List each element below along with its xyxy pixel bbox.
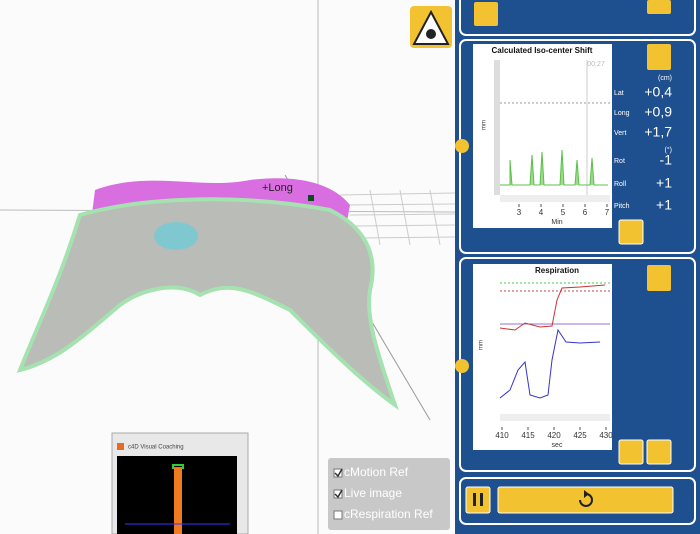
readout-value: +1,7 — [644, 124, 672, 140]
lungs-button[interactable] — [647, 265, 671, 291]
scale-strip — [494, 60, 500, 195]
warning-icon[interactable] — [410, 6, 452, 48]
x-tick-label: 430 — [599, 431, 613, 440]
checkbox-check — [334, 489, 343, 499]
scrollbar — [500, 414, 610, 421]
up-button[interactable] — [647, 0, 671, 14]
pause-button[interactable] — [465, 486, 491, 514]
shift-trace — [500, 149, 608, 186]
x-tick-label: 425 — [573, 431, 587, 440]
patient-button[interactable] — [647, 44, 671, 70]
camera-button[interactable] — [618, 439, 644, 465]
unit-label: (°) — [665, 146, 672, 154]
readout-value: +1 — [656, 175, 672, 191]
sound-button[interactable] — [646, 439, 672, 465]
checkbox-check — [334, 468, 343, 478]
collapse-button[interactable] — [455, 139, 469, 153]
x-tick-label: 410 — [495, 431, 509, 440]
app-icon — [117, 443, 124, 450]
respiration-title: Respiration — [535, 266, 579, 275]
readout-value: -1 — [660, 152, 673, 168]
unit-label: (cm) — [658, 75, 672, 82]
y-axis-label: mm — [479, 340, 485, 350]
option-label: cRespiration Ref — [344, 507, 433, 521]
camera-button[interactable] — [474, 2, 498, 26]
x-tick-label: 415 — [521, 431, 535, 440]
readout-label: Long — [614, 110, 630, 117]
floor-grid — [339, 189, 456, 246]
option-label: Live image — [344, 486, 402, 500]
checkbox-box — [333, 510, 343, 520]
checkbox[interactable] — [333, 468, 343, 478]
readout-label: Roll — [614, 181, 627, 188]
timer: 00:27 — [587, 61, 605, 68]
readout-label: Vert — [614, 130, 627, 137]
control-section — [459, 477, 696, 525]
x-tick-label: 420 — [547, 431, 561, 440]
x-tick-label: 3 — [517, 208, 522, 217]
coaching-title: c4D Visual Coaching — [128, 445, 184, 451]
annotation: +Long — [262, 182, 293, 194]
scrollbar — [500, 195, 610, 202]
option-label: cMotion Ref — [344, 465, 409, 479]
x-tick-label: 6 — [583, 208, 588, 217]
readout-value: +1 — [656, 197, 672, 213]
reset-button[interactable] — [497, 486, 674, 514]
warning-button[interactable] — [618, 219, 644, 245]
y-axis-label: mm — [482, 120, 488, 130]
surface-point — [308, 195, 314, 201]
x-axis-label: Min — [551, 219, 562, 226]
x-axis-label: sec — [552, 442, 563, 449]
coaching-level — [174, 468, 182, 534]
readout-label: Rot — [614, 158, 625, 165]
checkbox[interactable] — [333, 489, 343, 499]
respiration-card — [473, 264, 612, 450]
readout-label: Pitch — [614, 203, 630, 210]
x-tick-label: 4 — [539, 208, 544, 217]
x-tick-label: 7 — [605, 208, 610, 217]
collapse-button[interactable] — [455, 359, 469, 373]
readout-label: Lat — [614, 90, 624, 97]
x-tick-label: 5 — [561, 208, 566, 217]
respiration-trace-red — [499, 284, 606, 331]
top-section — [459, 0, 696, 36]
readout-value: +0,9 — [644, 104, 672, 120]
iso-title: Calculated Iso-center Shift — [492, 46, 593, 55]
checkbox[interactable] — [333, 510, 343, 520]
readout-value: +0,4 — [644, 84, 672, 100]
surface-marker — [154, 222, 198, 250]
respiration-trace-blue — [499, 328, 601, 399]
options-panel — [328, 458, 450, 530]
live-surface — [16, 197, 399, 411]
